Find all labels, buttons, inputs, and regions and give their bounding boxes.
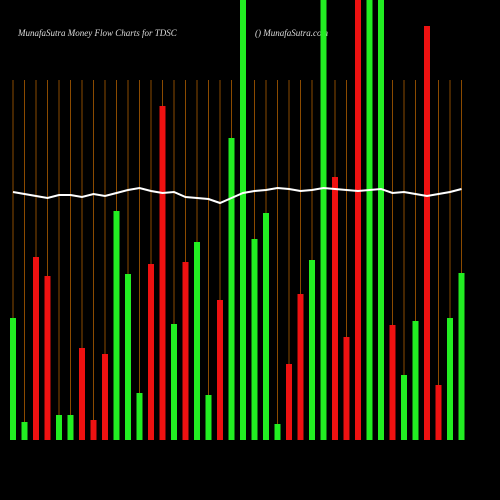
bar [297,294,304,440]
bar [378,0,384,440]
bar [447,318,453,440]
bar [102,354,108,440]
bar [21,422,28,440]
bar [10,318,16,440]
bar [263,213,269,440]
bar [113,211,120,440]
bar [343,337,350,440]
chart-subtitle: () MunafaSutra.com [255,28,328,38]
bar [401,375,407,440]
bar [320,0,327,440]
bar [217,300,223,440]
bar [424,26,430,440]
bar [148,264,154,440]
chart-title: MunafaSutra Money Flow Charts for TDSC [17,28,178,38]
trend-line [12,186,462,205]
bar [90,420,97,440]
bar [67,415,74,440]
bar [159,106,166,440]
bar [79,348,85,440]
bar [355,0,361,440]
bar [171,324,177,440]
bar [240,0,246,440]
bar [33,257,39,440]
bar [412,321,419,440]
bar [228,138,235,440]
bar [251,239,258,440]
bar [389,325,396,440]
bar [44,276,51,440]
bar [56,415,62,440]
bar [286,364,292,440]
bar [332,177,338,440]
bar [194,242,200,440]
bar [125,274,131,440]
bar [435,385,442,440]
bar [136,393,143,440]
bar [274,424,281,440]
bar [309,260,315,440]
bar [458,273,465,440]
bar [182,262,189,440]
bar [205,395,212,440]
bar [366,0,373,440]
